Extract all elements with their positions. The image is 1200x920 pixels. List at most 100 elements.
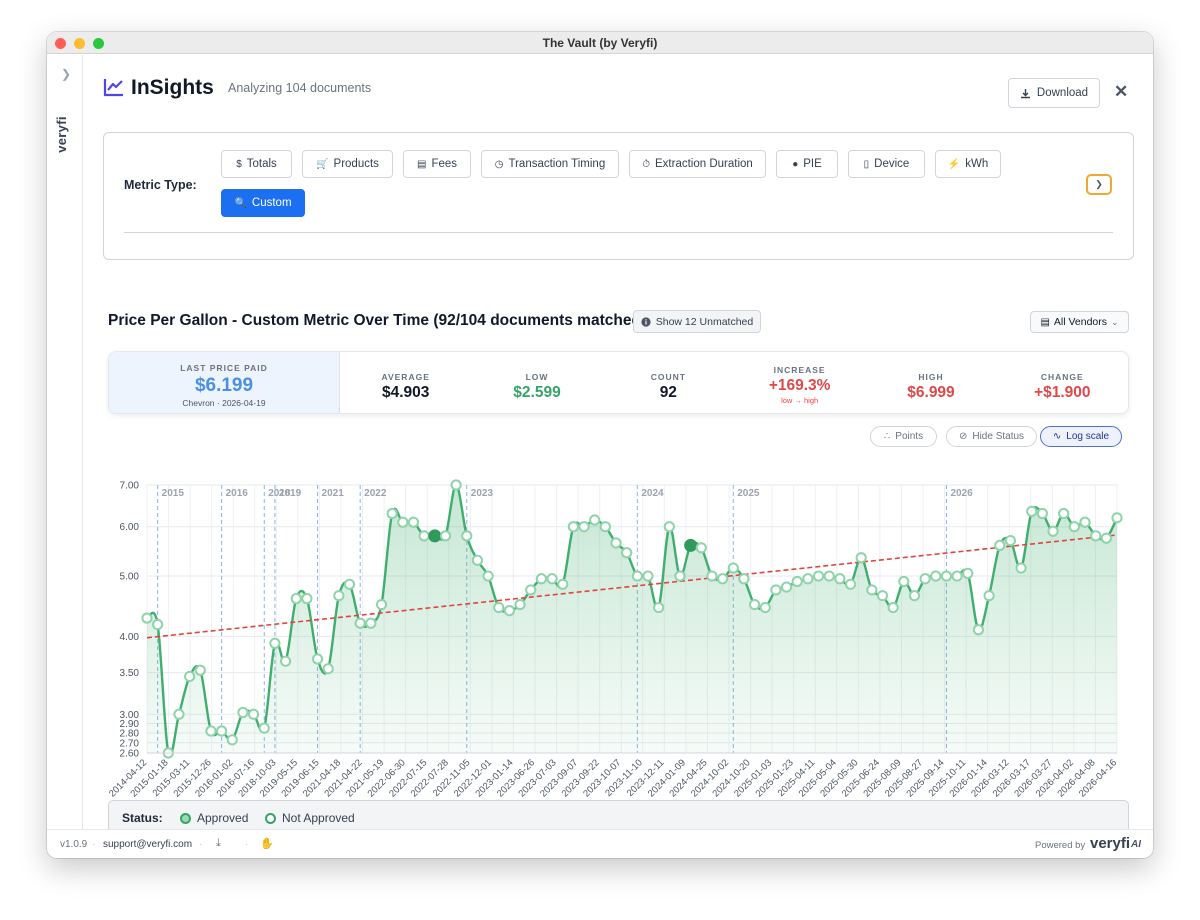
data-point xyxy=(482,570,494,582)
separator: · xyxy=(92,839,96,850)
data-point xyxy=(141,612,153,624)
stat-label: LOW xyxy=(525,372,549,382)
chevron-right-icon[interactable]: ❯ xyxy=(61,67,72,81)
y-tick-label: 3.00 xyxy=(120,710,140,721)
data-point xyxy=(365,617,377,629)
metric-label: Device xyxy=(874,158,910,170)
y-tick-label: 3.50 xyxy=(120,668,140,679)
stat-value: $2.599 xyxy=(513,384,561,401)
metric-type-label: Metric Type: xyxy=(124,178,197,192)
data-point xyxy=(503,605,516,617)
data-point xyxy=(557,578,569,590)
data-point xyxy=(354,617,366,629)
metric-totals-button[interactable]: $ Totals xyxy=(221,150,292,178)
eye-off-icon: ⊘ xyxy=(958,431,968,442)
show-unmatched-button[interactable]: Show 12 Unmatched xyxy=(633,310,761,333)
approved-marker-icon xyxy=(180,812,191,824)
close-window-button[interactable] xyxy=(55,38,66,49)
data-point xyxy=(333,590,345,602)
legend-not-approved[interactable]: Not Approved xyxy=(265,811,355,825)
y-tick-label: 2.60 xyxy=(120,749,140,760)
chart-title: Price Per Gallon - Custom Metric Over Ti… xyxy=(108,312,647,329)
cart-icon: 🛒 xyxy=(316,158,329,170)
metric-label: Products xyxy=(333,158,379,170)
metric-device-button[interactable]: ▯ Device xyxy=(848,150,925,178)
receipt-icon: ▤ xyxy=(416,158,427,170)
data-point-approved xyxy=(684,538,698,552)
status-label: Status: xyxy=(122,811,163,825)
info-icon xyxy=(641,316,651,327)
title-bar: The Vault (by Veryfi) xyxy=(47,32,1153,54)
data-point xyxy=(834,573,846,585)
legend-label: Not Approved xyxy=(282,811,355,825)
data-point xyxy=(919,573,931,585)
support-email-link[interactable]: support@veryfi.com xyxy=(103,839,193,850)
data-point xyxy=(770,584,782,596)
collapse-panel-button[interactable]: ❯ xyxy=(1086,174,1112,195)
metric-label: Custom xyxy=(251,197,292,209)
legend-approved[interactable]: Approved xyxy=(180,811,248,825)
log-scale-toggle[interactable]: ∿ Log scale xyxy=(1040,426,1122,447)
data-point xyxy=(461,530,473,542)
data-point xyxy=(386,507,398,520)
metric-fees-button[interactable]: ▤ Fees xyxy=(403,150,471,178)
metric-transaction-timing-button[interactable]: ◷ Transaction Timing xyxy=(481,150,619,178)
metric-products-button[interactable]: 🛒 Products xyxy=(302,150,393,178)
stat-increase: INCREASE +169.3% low → high xyxy=(734,352,865,413)
data-point xyxy=(546,573,558,585)
ai-label: AI xyxy=(1131,839,1141,850)
stat-value: 92 xyxy=(659,384,677,401)
metric-extraction-duration-button[interactable]: ⏱ Extraction Duration xyxy=(629,150,766,178)
stat-low: LOW $2.599 xyxy=(471,352,602,413)
legend-label: Approved xyxy=(197,811,249,825)
main-content: InSights Analyzing 104 documents Downloa… xyxy=(83,55,1153,834)
separator: · xyxy=(199,839,203,850)
data-point xyxy=(748,598,761,611)
trend-line xyxy=(146,534,1118,639)
metric-label: Fees xyxy=(431,158,458,170)
data-point xyxy=(706,570,718,582)
data-point xyxy=(375,598,388,611)
year-marker-label: 2015 xyxy=(162,488,185,499)
data-point xyxy=(418,530,430,542)
data-point xyxy=(471,554,484,566)
download-icon[interactable]: ⤓ xyxy=(216,837,221,849)
window-title: The Vault (by Veryfi) xyxy=(542,36,658,50)
hand-icon[interactable]: ✋ xyxy=(260,838,274,850)
data-point xyxy=(908,590,921,602)
status-legend: Status: Approved Not Approved xyxy=(108,800,1129,834)
metric-kwh-button[interactable]: ⚡ kWh xyxy=(935,150,1001,178)
year-marker-label: 2025 xyxy=(737,488,760,499)
data-point xyxy=(962,567,974,579)
data-point xyxy=(194,664,206,676)
panel-divider xyxy=(124,232,1113,233)
footer: v1.0.9 · support@veryfi.com · ⤓ · ✋ Powe… xyxy=(47,829,1153,858)
hide-status-toggle[interactable]: ⊘ Hide Status xyxy=(946,426,1037,447)
metric-label: kWh xyxy=(965,158,989,170)
metric-pie-button[interactable]: ● PIE xyxy=(776,150,838,178)
stat-last-price: LAST PRICE PAID $6.199 Chevron · 2026-04… xyxy=(109,352,340,413)
stat-label: AVERAGE xyxy=(381,372,430,382)
sidebar-brand: veryfi xyxy=(49,113,79,153)
data-point xyxy=(322,663,334,675)
zoom-window-button[interactable] xyxy=(93,38,104,49)
stat-label: LAST PRICE PAID xyxy=(180,363,268,373)
traffic-lights xyxy=(55,38,104,49)
brand-logo-text: veryfi xyxy=(53,116,69,153)
data-point xyxy=(1026,505,1038,517)
stats-card: LAST PRICE PAID $6.199 Chevron · 2026-04… xyxy=(108,351,1129,414)
toggle-label: Log scale xyxy=(1066,431,1110,442)
year-marker-label: 2024 xyxy=(641,488,664,499)
data-point xyxy=(621,547,633,559)
minimize-window-button[interactable] xyxy=(74,38,85,49)
close-icon[interactable]: ✕ xyxy=(1114,82,1129,101)
metric-custom-button[interactable]: 🔍 Custom xyxy=(221,189,305,217)
chevron-down-icon: ❯ xyxy=(1095,179,1103,189)
points-toggle[interactable]: ∴ Points xyxy=(870,426,937,447)
download-button[interactable]: Download xyxy=(1008,78,1100,108)
vendor-filter-select[interactable]: ▤ All Vendors ⌄ xyxy=(1030,311,1129,333)
not-approved-marker-icon xyxy=(265,812,276,824)
data-point xyxy=(642,570,654,582)
pulse-icon: ∿ xyxy=(1052,431,1062,442)
page-title: InSights xyxy=(131,76,214,99)
